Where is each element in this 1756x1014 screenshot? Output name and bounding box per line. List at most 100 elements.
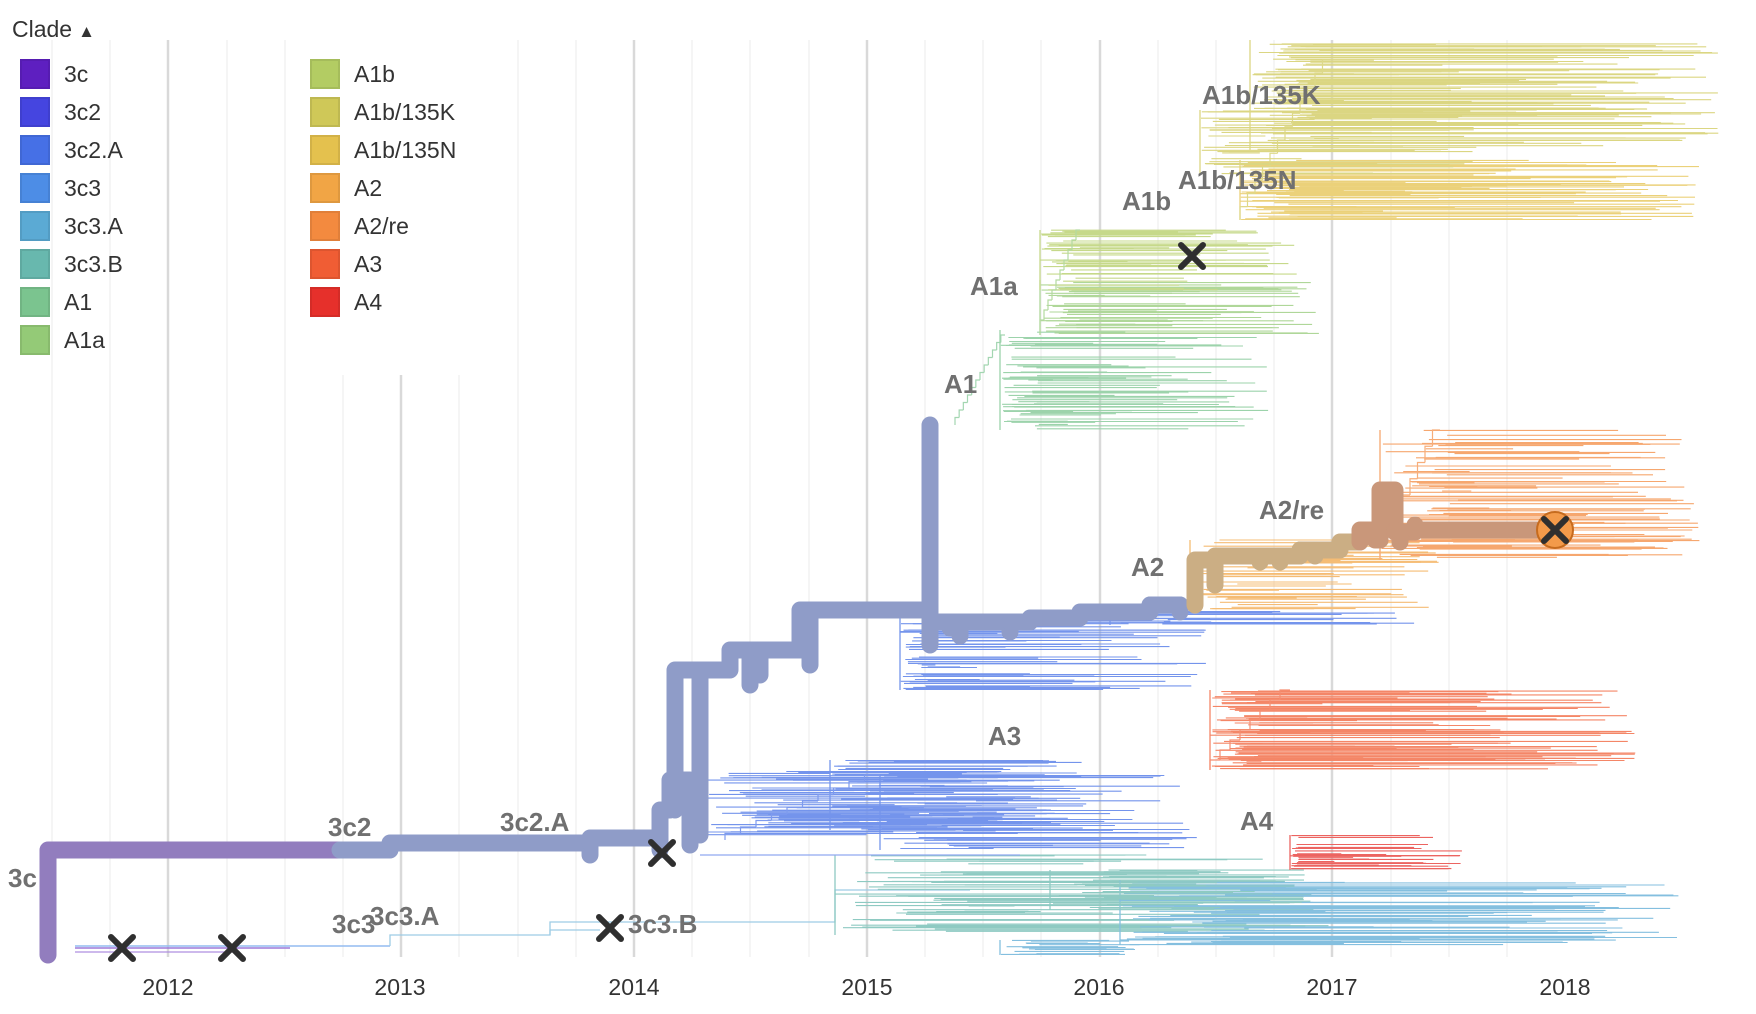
highlighted-branch <box>751 601 819 674</box>
legend-swatch <box>20 173 50 203</box>
tree-branch <box>1219 749 1230 760</box>
clade-label: 3c3 <box>332 909 375 939</box>
legend-item-3c2[interactable]: 3c2 <box>20 96 101 128</box>
legend-item-a1b[interactable]: A1b <box>310 58 395 90</box>
tree-branch <box>1424 445 1433 463</box>
legend-swatch <box>310 97 340 127</box>
highlighted-branch <box>801 416 939 619</box>
tree-branch <box>739 826 756 834</box>
clade-label: A2/re <box>1259 495 1324 525</box>
tree-branch <box>848 780 865 788</box>
legend-toggle[interactable]: Clade ▲ <box>12 16 95 43</box>
tree-branch <box>1063 259 1068 270</box>
clade-label: A3 <box>988 721 1021 751</box>
axis-tick-label: 2018 <box>1539 974 1590 1000</box>
legend-label: A1b/135N <box>354 136 457 163</box>
tree-branch <box>1229 739 1240 750</box>
tree-branch <box>966 394 972 403</box>
a2re-branch <box>1371 481 1404 549</box>
chevron-up-icon: ▲ <box>78 22 95 41</box>
mutation-x-icon <box>1541 516 1569 544</box>
highlighted-branch <box>941 619 969 645</box>
legend-item-a4[interactable]: A4 <box>310 286 382 318</box>
tree-branch <box>863 774 880 782</box>
legend-item-a1a[interactable]: A1a <box>20 324 105 356</box>
clade-label: A1b <box>1122 186 1171 216</box>
legend-swatch <box>20 249 50 279</box>
clade-label: A1b/135N <box>1178 165 1297 195</box>
clade-label: A1 <box>944 369 977 399</box>
legend-label: 3c2.A <box>64 136 123 163</box>
tree-branch <box>1431 429 1440 447</box>
clade-label: 3c3.B <box>628 909 697 939</box>
mutation-x-icon <box>596 914 624 942</box>
root-branch <box>39 841 349 964</box>
tree-branch <box>1254 179 1263 194</box>
highlighted-lineage[interactable] <box>39 416 1574 964</box>
highlighted-branch <box>331 834 599 864</box>
tree-branch <box>1321 59 1330 74</box>
tree-branch <box>1269 699 1280 710</box>
legend-label: A1b <box>354 60 395 87</box>
legend-item-a3[interactable]: A3 <box>310 248 382 280</box>
clade-label: 3c2 <box>328 812 371 842</box>
legend-swatch <box>310 173 340 203</box>
tree-branch <box>770 813 787 821</box>
tree-branch <box>801 800 818 808</box>
tree-branch <box>991 349 997 358</box>
legend-label: 3c3 <box>64 174 102 201</box>
legend-label: 3c <box>64 60 89 87</box>
tree-branch <box>1239 206 1248 220</box>
legend-item-a1b-135k[interactable]: A1b/135K <box>310 96 455 128</box>
legend-label: 3c2 <box>64 98 102 125</box>
legend-label: A3 <box>354 250 383 277</box>
mutation-x-icon <box>648 839 676 867</box>
legend-item-a1[interactable]: A1 <box>20 286 92 318</box>
legend-item-3c[interactable]: 3c <box>20 58 88 90</box>
clade-label: 3c <box>8 863 37 893</box>
legend-item-3c3a[interactable]: 3c3.A <box>20 210 123 242</box>
tree-branch <box>1284 126 1293 140</box>
tree-branch <box>1416 461 1425 479</box>
clade-label: A1b/135K <box>1202 80 1321 110</box>
mutation-x-icon <box>1178 242 1206 270</box>
tree-branch <box>1051 289 1056 300</box>
tree-branch <box>1279 689 1290 700</box>
tree-branch <box>1055 279 1060 290</box>
legend-label: A1b/135K <box>354 98 456 125</box>
tree-branch <box>1075 229 1080 240</box>
legend-swatch <box>310 211 340 241</box>
clade-label: A2 <box>1131 552 1164 582</box>
tree-branch <box>979 371 985 380</box>
legend-swatch <box>20 135 50 165</box>
clade-label: 3c3.A <box>370 901 440 931</box>
tree-branch <box>1246 192 1255 207</box>
legend-item-a1b-135n[interactable]: A1b/135N <box>310 134 456 166</box>
tree-branch <box>1047 299 1052 310</box>
legend-item-a2[interactable]: A2 <box>310 172 382 204</box>
tree-branch <box>1401 494 1410 512</box>
legend-item-a2-re[interactable]: A2/re <box>310 210 409 242</box>
mutation-x-icon <box>218 934 246 962</box>
tree-branch <box>1259 709 1270 720</box>
tree-branch <box>971 386 976 395</box>
legend-label: A1a <box>64 326 105 353</box>
highlighted-branch <box>691 641 759 694</box>
tree-branch <box>1314 72 1323 87</box>
legend-item-3c3[interactable]: 3c3 <box>20 172 101 204</box>
clade-label: A1a <box>970 271 1018 301</box>
legend-label: A4 <box>354 288 383 315</box>
tree-branch <box>832 787 849 795</box>
legend-swatch <box>20 97 50 127</box>
legend-label: 3c3.B <box>64 250 123 277</box>
tree-branch <box>1276 139 1285 154</box>
tree-branch <box>975 379 980 388</box>
legend-item-3c2a[interactable]: 3c2.A <box>20 134 123 166</box>
tree-branch <box>1067 249 1072 260</box>
legend-item-3c3b[interactable]: 3c3.B <box>20 248 123 280</box>
tree-branch <box>983 364 989 373</box>
legend-swatch <box>310 135 340 165</box>
highlighted-branch <box>666 661 709 844</box>
tree-branch <box>954 416 960 425</box>
